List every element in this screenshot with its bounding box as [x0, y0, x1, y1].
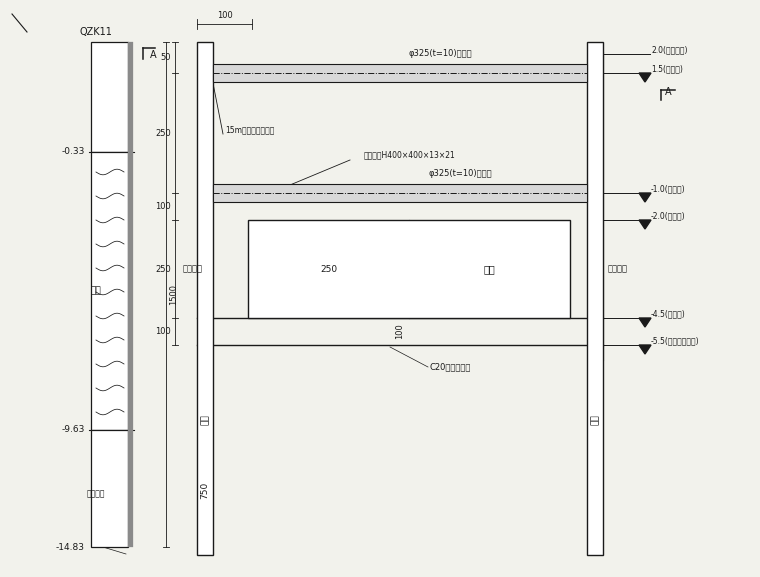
Polygon shape — [639, 193, 651, 202]
Text: φ325(t=10)锂支撑: φ325(t=10)锂支撑 — [408, 50, 472, 58]
Text: A: A — [665, 87, 672, 97]
Bar — [587, 42, 603, 555]
Text: 15m长型层叠锂串框: 15m长型层叠锂串框 — [225, 126, 274, 134]
Text: 压制成樤H400×400×13×21: 压制成樤H400×400×13×21 — [364, 151, 456, 159]
Text: 淥泥: 淥泥 — [90, 287, 101, 295]
Text: 100: 100 — [395, 324, 404, 339]
Bar — [91, 42, 128, 152]
Text: C20底底混凝土: C20底底混凝土 — [430, 362, 471, 372]
Bar — [248, 220, 570, 318]
Bar — [91, 430, 128, 547]
Text: -2.0(承台顶): -2.0(承台顶) — [651, 212, 686, 220]
Text: 250: 250 — [155, 129, 171, 137]
Polygon shape — [639, 345, 651, 354]
Text: -4.5(承台底): -4.5(承台底) — [651, 309, 686, 319]
Text: 50: 50 — [160, 53, 171, 62]
Bar — [91, 152, 128, 430]
Text: 100: 100 — [155, 327, 171, 336]
Text: -5.5(底底混凝土底): -5.5(底底混凝土底) — [651, 336, 700, 346]
Text: 250: 250 — [155, 264, 171, 273]
Bar — [197, 42, 213, 555]
Text: -9.63: -9.63 — [62, 425, 85, 434]
Text: -1.0(内支撑): -1.0(内支撑) — [651, 185, 686, 193]
Text: 剞橡咄砂: 剞橡咄砂 — [608, 264, 628, 273]
Text: 淥泥: 淥泥 — [201, 415, 210, 425]
Text: 2.0(锂板顿顶): 2.0(锂板顿顶) — [651, 46, 688, 54]
Text: -14.83: -14.83 — [56, 542, 85, 552]
Text: 250: 250 — [320, 264, 337, 273]
Text: 熔岩块土: 熔岩块土 — [86, 489, 105, 498]
Text: φ325(t=10)锂支撑: φ325(t=10)锂支撑 — [428, 170, 492, 178]
Text: A: A — [150, 50, 157, 60]
Text: QZK11: QZK11 — [79, 27, 112, 37]
Text: 剞橡咄砂: 剞橡咄砂 — [183, 264, 203, 273]
Text: 750: 750 — [201, 481, 210, 499]
Text: 1500: 1500 — [169, 284, 178, 305]
Text: 承台: 承台 — [483, 264, 496, 274]
Bar — [213, 64, 587, 82]
Text: 淥泥: 淥泥 — [591, 415, 600, 425]
Polygon shape — [639, 73, 651, 82]
Text: 100: 100 — [155, 202, 171, 211]
Text: 1.5(内支撑): 1.5(内支撑) — [651, 65, 683, 73]
Text: 100: 100 — [217, 12, 233, 21]
Polygon shape — [639, 220, 651, 229]
Text: -0.33: -0.33 — [62, 148, 85, 156]
Bar — [128, 42, 133, 547]
Polygon shape — [639, 318, 651, 327]
Bar — [213, 184, 587, 202]
